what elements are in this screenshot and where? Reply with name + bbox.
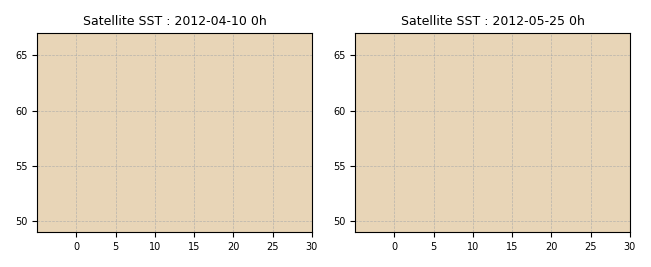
Title: Satellite SST : 2012-05-25 0h: Satellite SST : 2012-05-25 0h xyxy=(400,15,585,28)
Title: Satellite SST : 2012-04-10 0h: Satellite SST : 2012-04-10 0h xyxy=(83,15,266,28)
